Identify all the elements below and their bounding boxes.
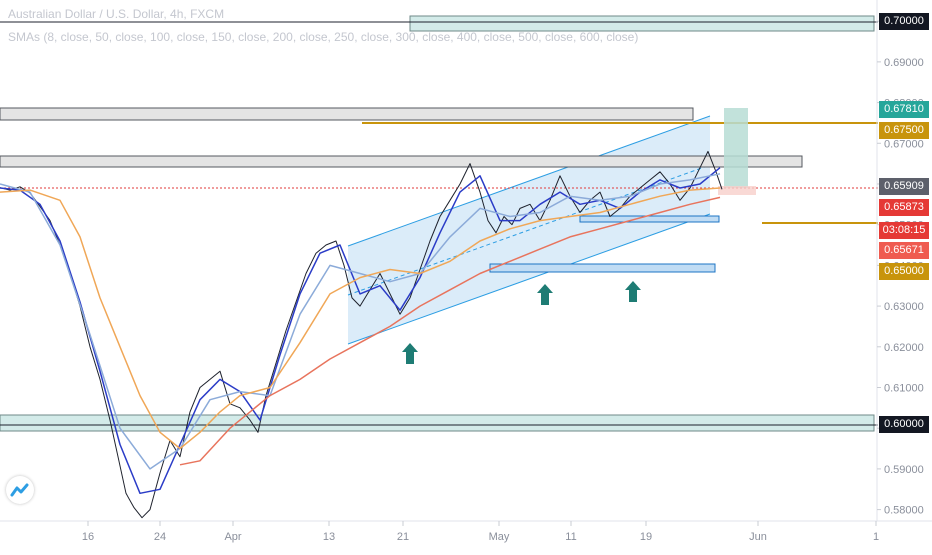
price-tag: 0.67810 [879, 101, 929, 118]
y-tick-label: 0.58000 [884, 505, 924, 517]
x-tick-label: 19 [640, 531, 652, 543]
price-tag: 0.65873 [879, 199, 929, 216]
grey-zone-middle[interactable] [0, 155, 803, 168]
support-zone-060[interactable] [0, 414, 875, 432]
price-tag: 0.65909 [879, 178, 929, 195]
price-tag: 0.65000 [879, 263, 929, 280]
pending-zone[interactable] [718, 186, 756, 195]
series-sma-100[interactable] [0, 187, 721, 450]
x-tick-label: 1 [873, 531, 879, 543]
x-tick-label: 11 [565, 531, 576, 543]
support-box-long[interactable] [489, 263, 716, 273]
resistance-zone-070[interactable] [409, 15, 875, 32]
up-arrow-icon[interactable] [402, 343, 418, 364]
y-tick-label: 0.59000 [884, 464, 924, 476]
x-tick-label: Apr [224, 531, 241, 543]
y-tick-label: 0.62000 [884, 342, 924, 354]
price-tag: 03:08:15 [879, 222, 929, 239]
tradingview-logo[interactable] [6, 476, 34, 504]
x-tick-label: Jun [749, 531, 767, 543]
series-sma-200[interactable] [179, 196, 721, 466]
x-tick-label: 24 [154, 531, 166, 543]
chart-title: Australian Dollar / U.S. Dollar, 4h, FXC… [8, 7, 225, 21]
x-tick-label: May [489, 531, 510, 543]
grey-zone-upper[interactable] [0, 107, 694, 121]
x-tick-label: 13 [323, 531, 335, 543]
price-tag: 0.67500 [879, 122, 929, 139]
y-tick-label: 0.67000 [884, 138, 924, 150]
tradingview-logo-icon [10, 483, 29, 497]
indicator-legend[interactable]: SMAs (8, close, 50, close, 100, close, 1… [8, 30, 639, 44]
x-tick-label: 21 [397, 531, 409, 543]
price-tag: 0.60000 [879, 416, 929, 433]
time-axis[interactable]: 16 24 Apr 13 21 May 11 19 Jun 1 [82, 521, 879, 543]
channel-upper-line[interactable] [347, 115, 711, 247]
y-tick-label: 0.61000 [884, 382, 924, 394]
price-tag: 0.65671 [879, 242, 929, 259]
channel-mid-line[interactable] [347, 164, 711, 296]
x-tick-label: 16 [82, 531, 94, 543]
target-box[interactable] [724, 108, 748, 188]
up-arrow-icon[interactable] [625, 281, 641, 302]
drawing-layer[interactable] [0, 15, 878, 432]
up-arrow-icon[interactable] [537, 284, 553, 305]
y-tick-label: 0.69000 [884, 57, 924, 69]
arrow-markers [402, 281, 641, 364]
series-layer [0, 150, 723, 519]
price-tag: 0.70000 [879, 13, 929, 30]
support-box-short[interactable] [579, 215, 720, 223]
y-tick-label: 0.63000 [884, 301, 924, 313]
channel-lower-line[interactable] [347, 213, 711, 345]
series-sma-50[interactable] [0, 173, 721, 470]
